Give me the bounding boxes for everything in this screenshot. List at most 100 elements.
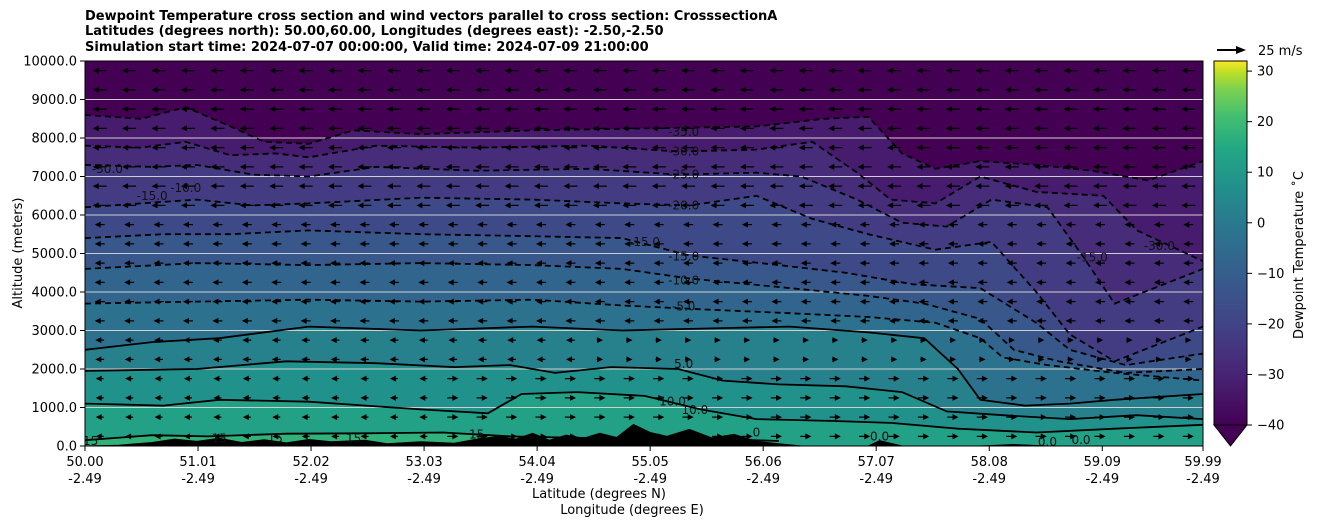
wind-vector-head [242, 414, 249, 421]
wind-vector-head [800, 240, 807, 247]
wind-vector-head [1126, 337, 1133, 344]
wind-vector-head [626, 356, 633, 363]
wind-vector-head [477, 356, 484, 363]
wind-vector-head [864, 394, 871, 401]
wind-vector-head [622, 86, 629, 93]
wind-vector-head [1099, 433, 1106, 440]
contour-line--30 [85, 140, 1203, 263]
wind-vector-head [389, 356, 396, 363]
wind-vector-head [183, 356, 190, 363]
wind-vector-head [769, 67, 776, 74]
wind-vector-head [947, 298, 954, 305]
wind-vector-head [386, 202, 393, 209]
wind-vector-head [330, 260, 337, 267]
colorbar-tick-label: 30 [1257, 65, 1274, 80]
wind-vector-head [95, 394, 102, 401]
x-tick-label-lon: -2.49 [520, 472, 554, 487]
wind-vector-head [330, 317, 337, 324]
contour-line--15 [85, 229, 1203, 367]
x-axis: 50.00 -2.49 51.01 -2.49 52.02 -2.49 53.03 -2.49… [66, 446, 1222, 487]
wind-vector-head [239, 67, 246, 74]
wind-vector-head [298, 106, 305, 113]
wind-vector-head [712, 260, 719, 267]
wind-vector-head [857, 163, 864, 170]
wind-vector-head [445, 163, 452, 170]
wind-vector-head [92, 183, 99, 190]
wind-vector-head [952, 394, 959, 401]
wind-vector-head [918, 221, 925, 228]
wind-vector-head [769, 144, 776, 151]
x-tick-label-lon: -2.49 [746, 472, 780, 487]
wind-vector-head [769, 183, 776, 190]
wind-vector-head [298, 67, 305, 74]
wind-vector-head [681, 125, 688, 132]
wind-vector-head [359, 317, 366, 324]
wind-vector-head [241, 298, 248, 305]
contour-label: -30.0 [1144, 239, 1175, 253]
contour-labels: -35.0-30.0-25.0-20.0-15.0-10.0-5.05.010.… [85, 125, 1175, 446]
wind-vector-head [1185, 337, 1192, 344]
wind-vector-head [1063, 202, 1070, 209]
wind-vector-head [534, 67, 541, 74]
wind-vector-head [419, 394, 426, 401]
wind-vector-head [947, 240, 954, 247]
wind-vector-head [504, 125, 511, 132]
wind-vector-head [298, 202, 305, 209]
wind-vector-head [683, 317, 690, 324]
wind-vector-head [830, 279, 837, 286]
wind-vector-head [981, 375, 988, 382]
wind-vector-head [94, 279, 101, 286]
wind-vector-head [183, 375, 190, 382]
wind-vector-head [923, 394, 930, 401]
wind-vector-head [301, 394, 308, 401]
wind-vector-head [563, 67, 570, 74]
wind-vector-head [1063, 183, 1070, 190]
wind-vector-head [563, 202, 570, 209]
wind-vector-head [477, 240, 484, 247]
wind-vector-head [714, 337, 721, 344]
wind-vector-head [386, 183, 393, 190]
wind-vector-head [739, 202, 746, 209]
contour-label: -5.0 [672, 300, 695, 314]
wind-vector-head [945, 86, 952, 93]
y-tick-label: 5000.0 [32, 247, 78, 262]
wind-vector-head [710, 67, 717, 74]
wind-vector-head [1124, 317, 1131, 324]
wind-vector-head [416, 106, 423, 113]
wind-vector-head [857, 144, 864, 151]
wind-vector-head [360, 337, 367, 344]
wind-vector-head [125, 433, 132, 440]
wind-vector-head [592, 125, 599, 132]
wind-vector-head [298, 125, 305, 132]
wind-vector-head [893, 375, 900, 382]
wind-vector-head [1008, 337, 1015, 344]
wind-vector-head [504, 183, 511, 190]
contour-label: -15.0 [668, 250, 699, 264]
wind-vector-head [887, 106, 894, 113]
wind-vector-head [124, 240, 131, 247]
wind-vector-head [624, 317, 631, 324]
wind-vector-head [857, 125, 864, 132]
wind-vector-head [124, 317, 131, 324]
wind-vector-head [889, 240, 896, 247]
wind-vector-head [183, 337, 190, 344]
wind-vector-head [775, 414, 782, 421]
wind-vector-head [739, 183, 746, 190]
wind-vector-head [975, 106, 982, 113]
wind-vector-head [477, 279, 484, 286]
wind-vector-head [1151, 125, 1158, 132]
wind-vector-head [916, 106, 923, 113]
wind-vector-head [301, 414, 308, 421]
contour-label: 15 [268, 431, 283, 445]
wind-vector-head [594, 221, 601, 228]
wind-vector-head [746, 414, 753, 421]
y-axis: 0.0 1000.0 2000.0 3000.0 4000.0 5000.0 6000.0 7… [23, 55, 85, 455]
wind-vector-head [830, 221, 837, 228]
wind-vector-head [1187, 375, 1194, 382]
wind-vector-head [828, 106, 835, 113]
wind-vector-head [1063, 106, 1070, 113]
wind-vector-head [717, 394, 724, 401]
contour-label: -20.0 [668, 198, 699, 212]
wind-vector-head [1158, 433, 1165, 440]
wind-vector-head [712, 317, 719, 324]
